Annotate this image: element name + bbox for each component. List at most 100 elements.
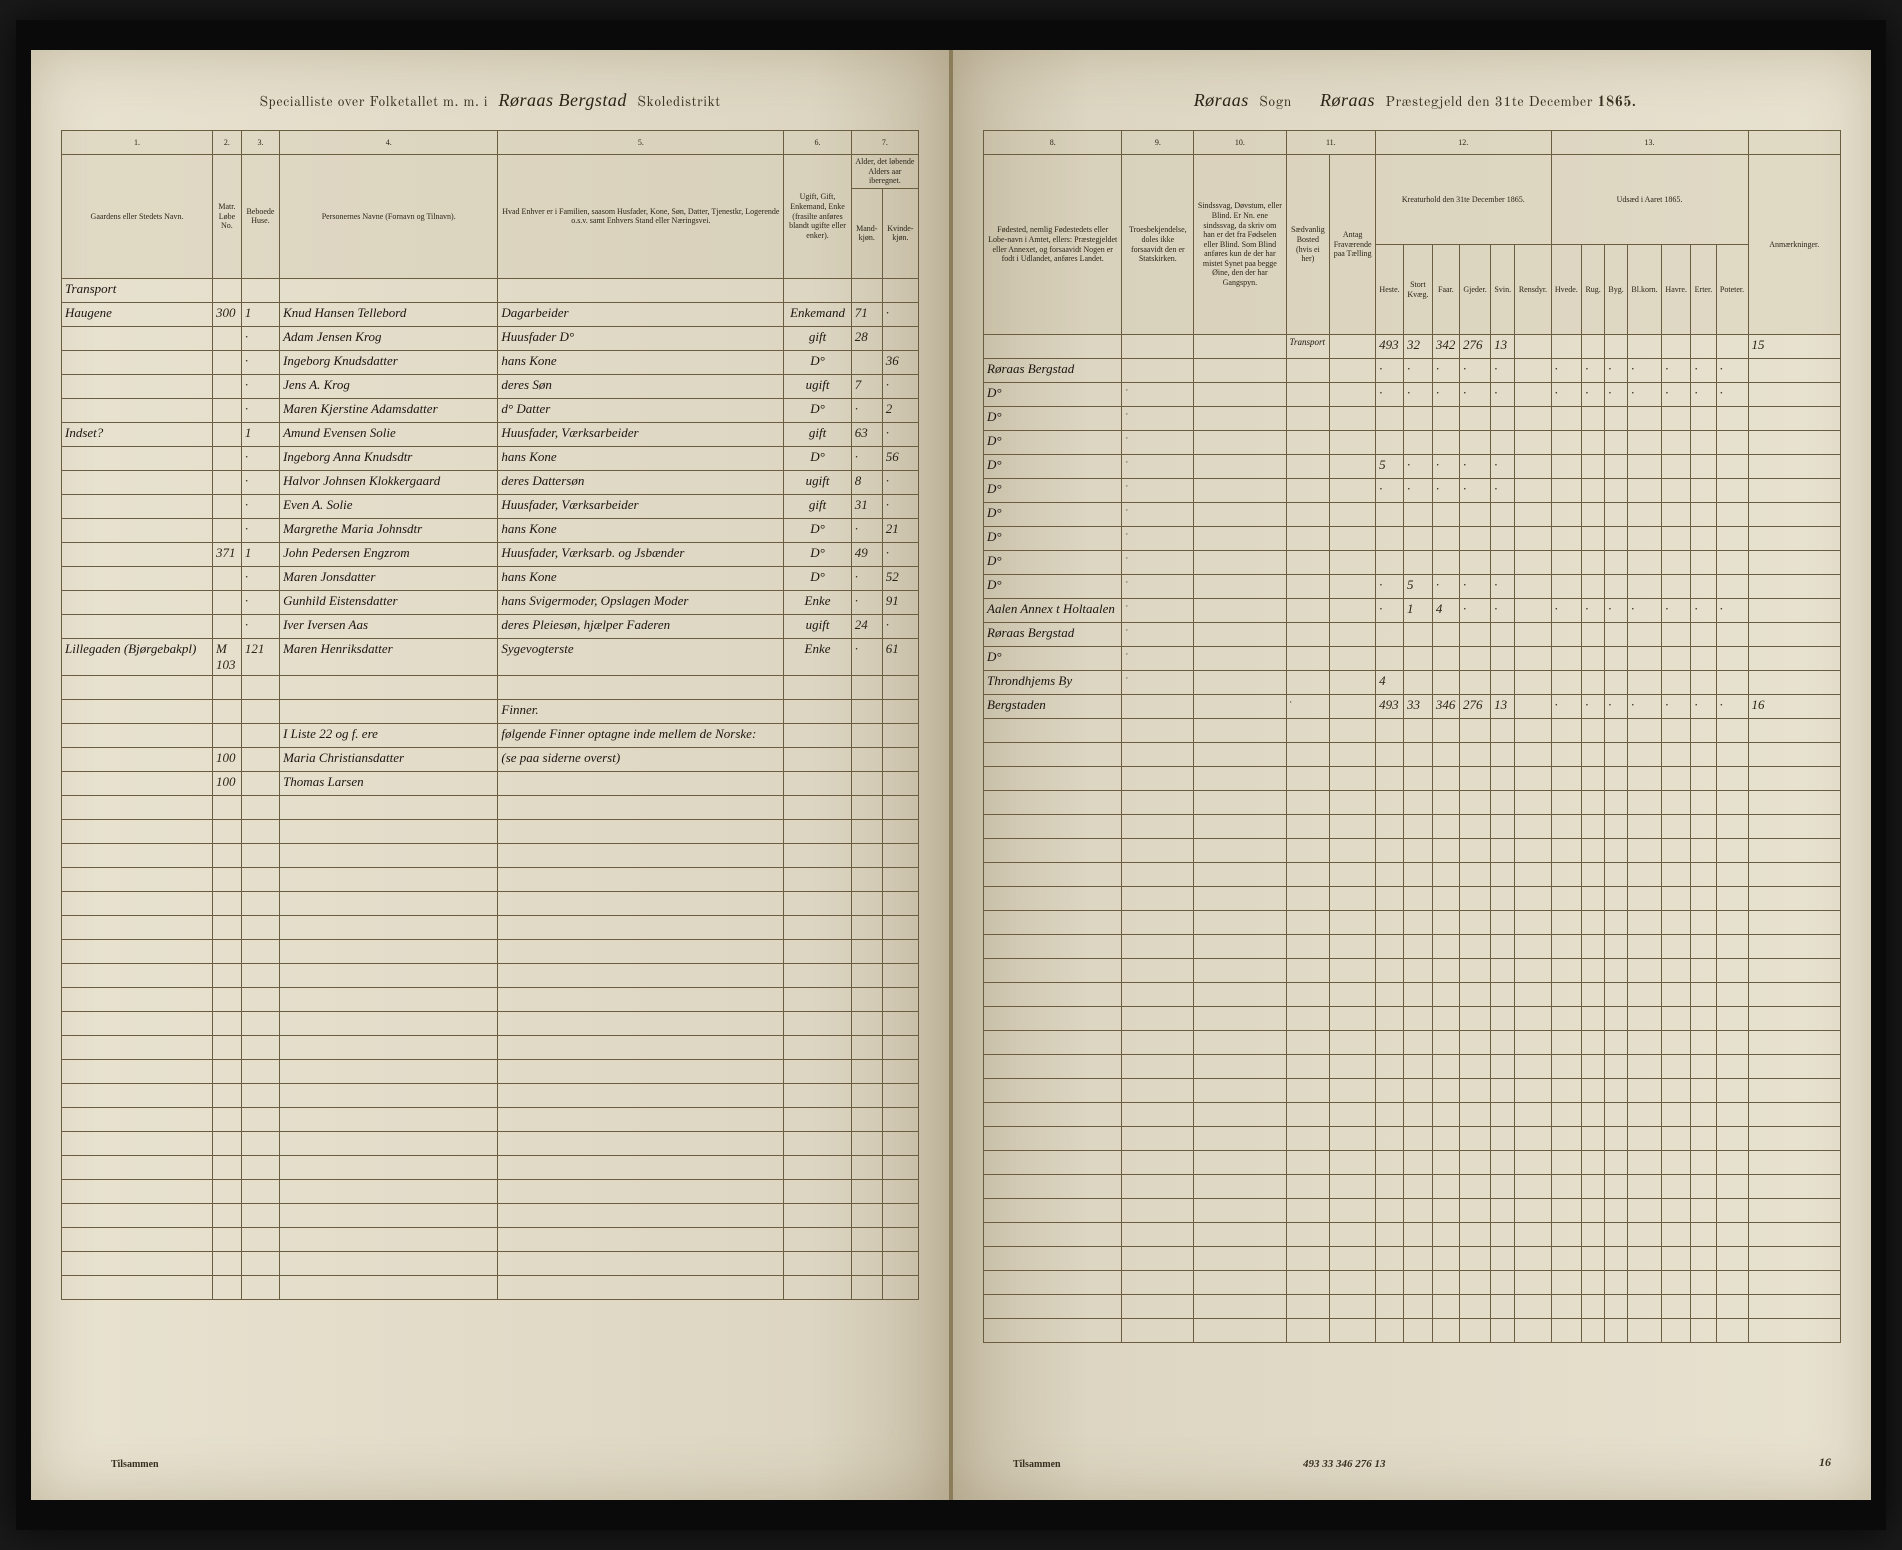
cell-livestock xyxy=(1432,503,1459,527)
cell-11b xyxy=(1330,791,1376,815)
cell-dis xyxy=(1194,335,1286,359)
cell-hus: 1 xyxy=(241,422,279,446)
cell-sow xyxy=(1605,719,1628,743)
cell-civil: D° xyxy=(784,398,852,422)
cell-sow xyxy=(1605,623,1628,647)
cell-sow xyxy=(1605,527,1628,551)
cell-livestock xyxy=(1376,647,1404,671)
cell-name: Maren Jonsdatter xyxy=(280,566,498,590)
cell-sow xyxy=(1662,551,1691,575)
cell-livestock xyxy=(1491,671,1515,695)
cell-livestock xyxy=(1515,479,1551,503)
cell-livestock xyxy=(1491,815,1515,839)
cell-sow xyxy=(1662,743,1691,767)
cell-11b xyxy=(1330,599,1376,623)
h-male: Mand-kjøn. xyxy=(851,188,882,278)
cell-name: Gunhild Eistensdatter xyxy=(280,590,498,614)
cell-rel: · xyxy=(1122,455,1194,479)
cell-mno xyxy=(212,590,241,614)
cell-sow xyxy=(1627,719,1661,743)
cell-place xyxy=(62,494,213,518)
h-age: Alder, det løbende Alders aar iberegnet. xyxy=(851,155,918,189)
cell-rel xyxy=(1122,335,1194,359)
census-book-spread: Specialliste over Folketallet m. m. i Rø… xyxy=(16,20,1886,1530)
cell-hus xyxy=(241,747,279,771)
cell-livestock xyxy=(1459,527,1490,551)
cell-civil: D° xyxy=(784,518,852,542)
cell-male: · xyxy=(851,638,882,675)
cell-livestock xyxy=(1403,527,1432,551)
table-row: Aalen Annex t Holtaalen··14········· xyxy=(984,599,1841,623)
cell-sow: · xyxy=(1551,599,1582,623)
cell-livestock xyxy=(1459,551,1490,575)
cell-11a xyxy=(1286,359,1330,383)
cell-birth: D° xyxy=(984,479,1122,503)
h-matr: Matr. Løbe No. xyxy=(212,155,241,279)
cell-sow xyxy=(1716,407,1748,431)
cell-anm xyxy=(1748,479,1840,503)
cell-livestock xyxy=(1376,767,1404,791)
cell-livestock xyxy=(1515,383,1551,407)
cell-place: Indset? xyxy=(62,422,213,446)
cell-livestock: 32 xyxy=(1403,335,1432,359)
cell-family: Sygevogterste xyxy=(498,638,784,675)
cell-livestock xyxy=(1491,527,1515,551)
cell-sow xyxy=(1582,503,1605,527)
table-row xyxy=(984,1031,1841,1055)
cell-birth xyxy=(984,791,1122,815)
table-row: Røraas Bergstad· xyxy=(984,623,1841,647)
title-suffix: Skoledistrikt xyxy=(637,96,720,110)
cell-sow xyxy=(1582,527,1605,551)
cell-place xyxy=(62,470,213,494)
cell-anm: 15 xyxy=(1748,335,1840,359)
col-2: 2. xyxy=(212,131,241,155)
cell-mno: 371 xyxy=(212,542,241,566)
cell-sow: · xyxy=(1582,599,1605,623)
cell-anm xyxy=(1748,527,1840,551)
table-row xyxy=(984,743,1841,767)
cell-livestock xyxy=(1376,623,1404,647)
cell-female: · xyxy=(882,542,918,566)
cell-mno xyxy=(212,494,241,518)
cell-mno: 100 xyxy=(212,747,241,771)
cell-sow xyxy=(1716,767,1748,791)
cell-place xyxy=(62,326,213,350)
cell-sow xyxy=(1551,479,1582,503)
cell-male: 7 xyxy=(851,374,882,398)
h13b: Rug. xyxy=(1582,245,1605,335)
cell-sow xyxy=(1627,431,1661,455)
cell-dis xyxy=(1194,455,1286,479)
cell-dis xyxy=(1194,359,1286,383)
table-row xyxy=(984,911,1841,935)
cell-name: Ingeborg Anna Knudsdtr xyxy=(280,446,498,470)
table-row xyxy=(62,1059,919,1083)
cell-sow xyxy=(1716,623,1748,647)
cell-birth xyxy=(984,719,1122,743)
cell-livestock: · xyxy=(1432,359,1459,383)
cell-family: deres Pleiesøn, hjælper Faderen xyxy=(498,614,784,638)
cell-livestock xyxy=(1432,647,1459,671)
cell-dis xyxy=(1194,647,1286,671)
cell-dis xyxy=(1194,479,1286,503)
cell-livestock xyxy=(1459,815,1490,839)
cell-sow xyxy=(1662,791,1691,815)
cell-sow xyxy=(1691,767,1716,791)
cell-birth: D° xyxy=(984,383,1122,407)
cell-anm xyxy=(1748,671,1840,695)
cell-name: Thomas Larsen xyxy=(280,771,498,795)
table-row xyxy=(984,839,1841,863)
col-5: 5. xyxy=(498,131,784,155)
cell-male: 31 xyxy=(851,494,882,518)
cell-sow: · xyxy=(1582,383,1605,407)
cell-mno: 300 xyxy=(212,302,241,326)
cell-sow xyxy=(1716,503,1748,527)
cell-livestock xyxy=(1376,551,1404,575)
col-10: 10. xyxy=(1194,131,1286,155)
cell-livestock xyxy=(1432,719,1459,743)
cell-birth: Throndhjems By xyxy=(984,671,1122,695)
table-row xyxy=(984,959,1841,983)
cell-sow xyxy=(1627,503,1661,527)
cell-family: hans Kone xyxy=(498,566,784,590)
cell-birth: Aalen Annex t Holtaalen xyxy=(984,599,1122,623)
h-names: Personernes Navne (Fornavn og Tilnavn). xyxy=(280,155,498,279)
